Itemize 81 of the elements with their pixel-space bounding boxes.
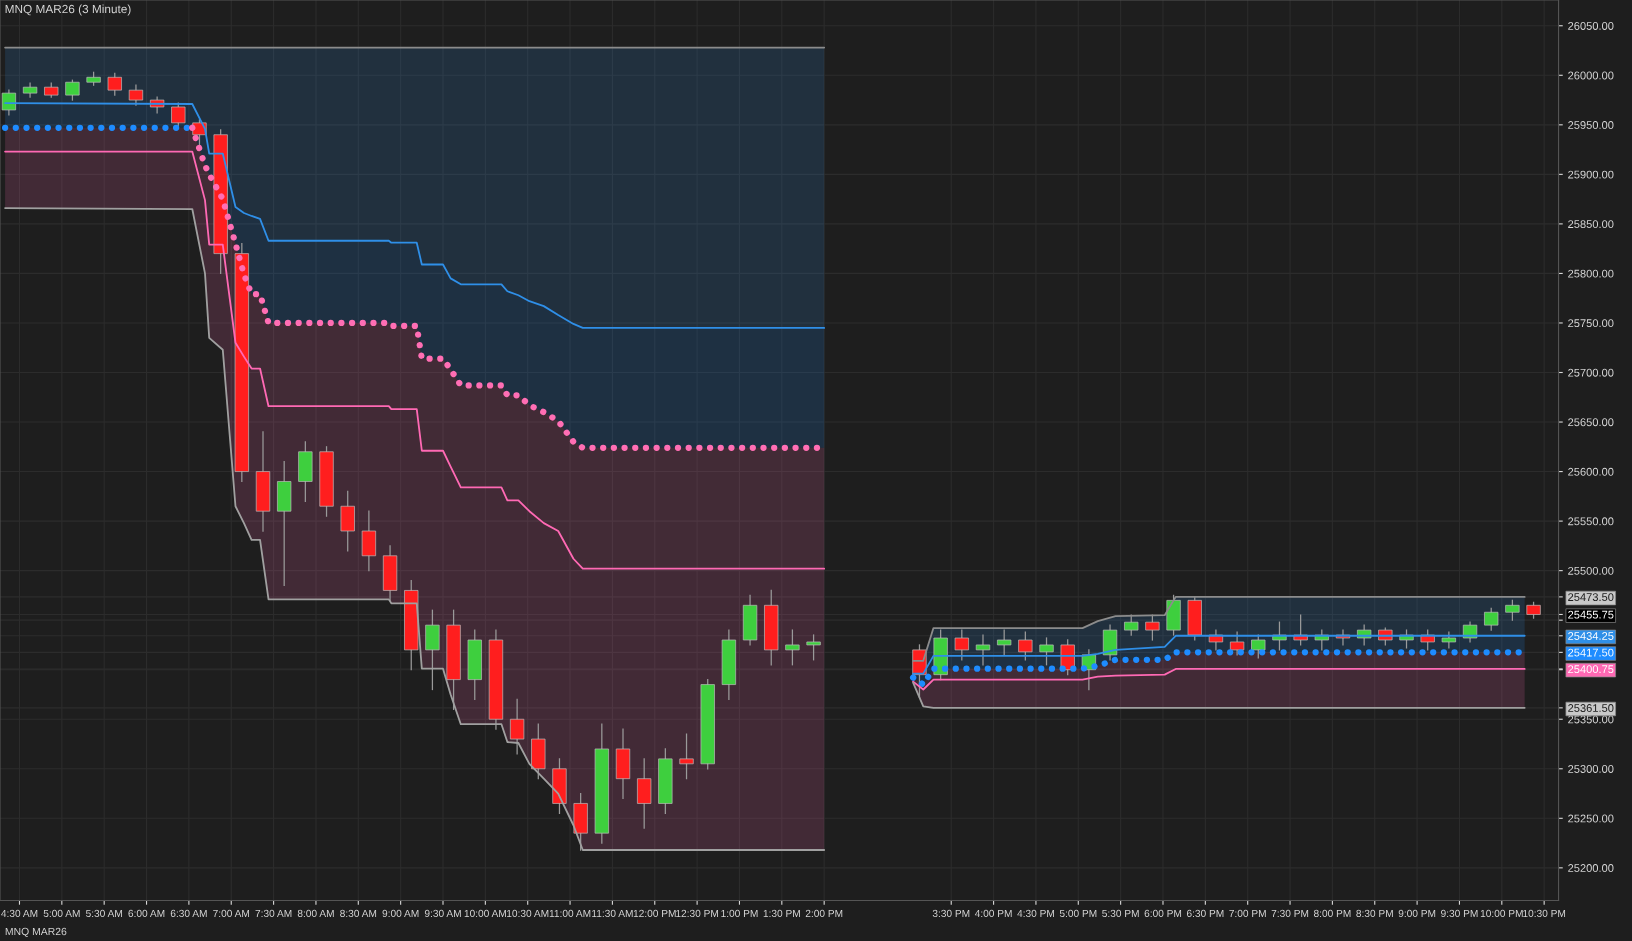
y-tick-label: 25700.00 <box>1568 368 1614 377</box>
y-tick-label: 25950.00 <box>1568 121 1614 129</box>
candlestick <box>1484 607 1499 631</box>
candlestick <box>509 698 525 755</box>
x-tick-label: 9:30 AM <box>424 909 461 918</box>
x-tick-label: 5:00 PM <box>1059 909 1097 918</box>
x-tick-label: 7:30 PM <box>1271 909 1309 918</box>
x-tick-label: 6:30 PM <box>1186 909 1224 918</box>
candlestick <box>1018 631 1033 661</box>
candlestick <box>1229 631 1245 656</box>
x-tick-label: 6:00 PM <box>1144 909 1182 918</box>
x-tick-label: 11:30 AM <box>592 909 633 918</box>
x-tick-label: 12:30 PM <box>676 909 718 918</box>
x-tick-label: 5:00 AM <box>43 909 80 918</box>
x-tick-label: 4:30 AM <box>1 909 38 918</box>
candlestick <box>997 629 1012 656</box>
y-tick-label: 25300.00 <box>1568 765 1614 773</box>
y-tick-label: 25417.50 <box>1568 648 1614 657</box>
candlestick <box>22 82 38 98</box>
y-tick-label: 25900.00 <box>1568 170 1614 179</box>
x-tick-label: 7:00 AM <box>213 909 250 918</box>
x-tick-label: 10:30 PM <box>1523 909 1566 918</box>
x-tick-label: 8:00 AM <box>297 909 334 918</box>
x-tick-label: 9:30 PM <box>1441 909 1478 918</box>
x-tick-label: 12:00 PM <box>633 909 676 918</box>
candlestick <box>1251 634 1266 659</box>
y-tick-label: 25650.00 <box>1568 418 1614 427</box>
y-tick-label: 26000.00 <box>1568 71 1614 80</box>
y-tick-label: 25750.00 <box>1568 319 1614 328</box>
chart-title: MNQ MAR26 (3 Minute) <box>5 4 131 16</box>
x-tick-label: 9:00 AM <box>382 909 419 918</box>
y-tick-label: 25400.75 <box>1568 665 1614 674</box>
x-tick-label: 8:00 PM <box>1313 909 1351 918</box>
x-tick-label: 10:30 AM <box>507 909 549 918</box>
x-tick-label: 6:30 AM <box>170 909 207 918</box>
text: MNQ MAR26 <box>5 927 67 938</box>
x-tick-label: 1:30 PM <box>763 909 800 918</box>
y-tick-label: 25250.00 <box>1568 814 1614 823</box>
x-tick-label: 7:30 AM <box>255 909 292 918</box>
candlestick <box>1 89 17 116</box>
y-tick-label: 25455.75 <box>1568 610 1614 619</box>
y-tick-label: 25500.00 <box>1568 566 1614 575</box>
candlestick <box>679 733 694 780</box>
x-tick-label: 2:00 PM <box>805 909 843 918</box>
y-tick-label: 25361.50 <box>1568 704 1614 712</box>
candlestick <box>65 79 80 101</box>
x-tick-label: 5:30 AM <box>85 909 122 918</box>
candlestick <box>1124 614 1139 636</box>
candlestick <box>806 634 821 661</box>
x-tick-label: 5:30 PM <box>1102 909 1139 918</box>
y-tick-label: 25473.50 <box>1568 593 1614 602</box>
x-tick-label: 3:30 PM <box>932 909 970 918</box>
y-tick-label: 25434.25 <box>1568 632 1614 640</box>
candlestick <box>128 84 144 106</box>
x-tick-label: 7:00 PM <box>1229 909 1266 918</box>
y-tick-label: 25550.00 <box>1568 517 1614 526</box>
candlestick <box>171 102 186 128</box>
x-tick-label: 6:00 AM <box>128 909 165 918</box>
candlestick <box>975 634 991 666</box>
x-tick-label: 4:00 PM <box>974 909 1012 918</box>
candlestick <box>785 629 800 666</box>
y-tick-label: 25200.00 <box>1568 864 1614 872</box>
x-tick-label: 1:00 PM <box>721 909 758 918</box>
candlestick <box>954 629 969 661</box>
y-tick-label: 25800.00 <box>1568 269 1614 278</box>
x-tick-label: 8:30 AM <box>340 909 377 918</box>
x-tick-label: 4:30 PM <box>1017 909 1054 918</box>
candlestick <box>1441 631 1456 649</box>
y-tick-label: 26050.00 <box>1568 22 1614 30</box>
x-tick-label: 9:00 PM <box>1398 909 1436 918</box>
x-tick-label: 8:30 PM <box>1356 909 1393 918</box>
candlestick <box>1505 599 1520 621</box>
x-tick-label: 10:00 AM <box>464 909 506 918</box>
y-tick-label: 25850.00 <box>1568 220 1614 229</box>
candlestick <box>1039 637 1054 666</box>
candlestick <box>1145 614 1160 641</box>
x-tick-label: 11:00 AM <box>549 909 591 918</box>
y-tick-label: 25350.00 <box>1568 715 1614 724</box>
y-tick-label: 25600.00 <box>1568 467 1614 476</box>
x-tick-label: 10:00 PM <box>1480 909 1523 918</box>
candlestick <box>107 72 122 96</box>
